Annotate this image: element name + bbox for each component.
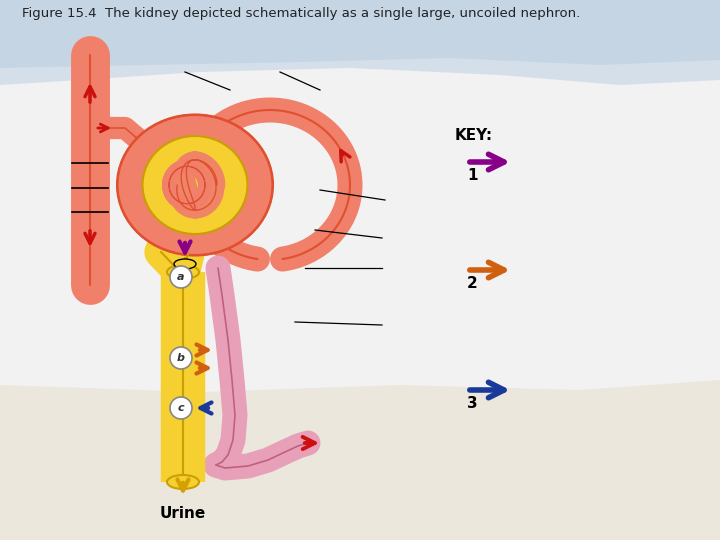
Ellipse shape — [174, 259, 196, 269]
Ellipse shape — [167, 265, 199, 279]
Polygon shape — [0, 0, 720, 68]
Text: Figure 15.4  The kidney depicted schematically as a single large, uncoiled nephr: Figure 15.4 The kidney depicted schemati… — [22, 8, 580, 21]
Text: c: c — [178, 403, 184, 413]
Circle shape — [170, 347, 192, 369]
Text: b: b — [177, 353, 185, 363]
Text: 1: 1 — [467, 168, 477, 184]
Ellipse shape — [143, 136, 248, 234]
Polygon shape — [0, 0, 720, 85]
Circle shape — [170, 397, 192, 419]
Text: KEY:: KEY: — [455, 127, 493, 143]
Ellipse shape — [117, 115, 272, 255]
Text: 3: 3 — [467, 396, 477, 411]
Text: Urine: Urine — [160, 507, 206, 522]
Text: a: a — [177, 272, 185, 282]
Polygon shape — [0, 380, 720, 540]
Text: 2: 2 — [467, 276, 478, 292]
Circle shape — [170, 266, 192, 288]
Ellipse shape — [167, 475, 199, 489]
